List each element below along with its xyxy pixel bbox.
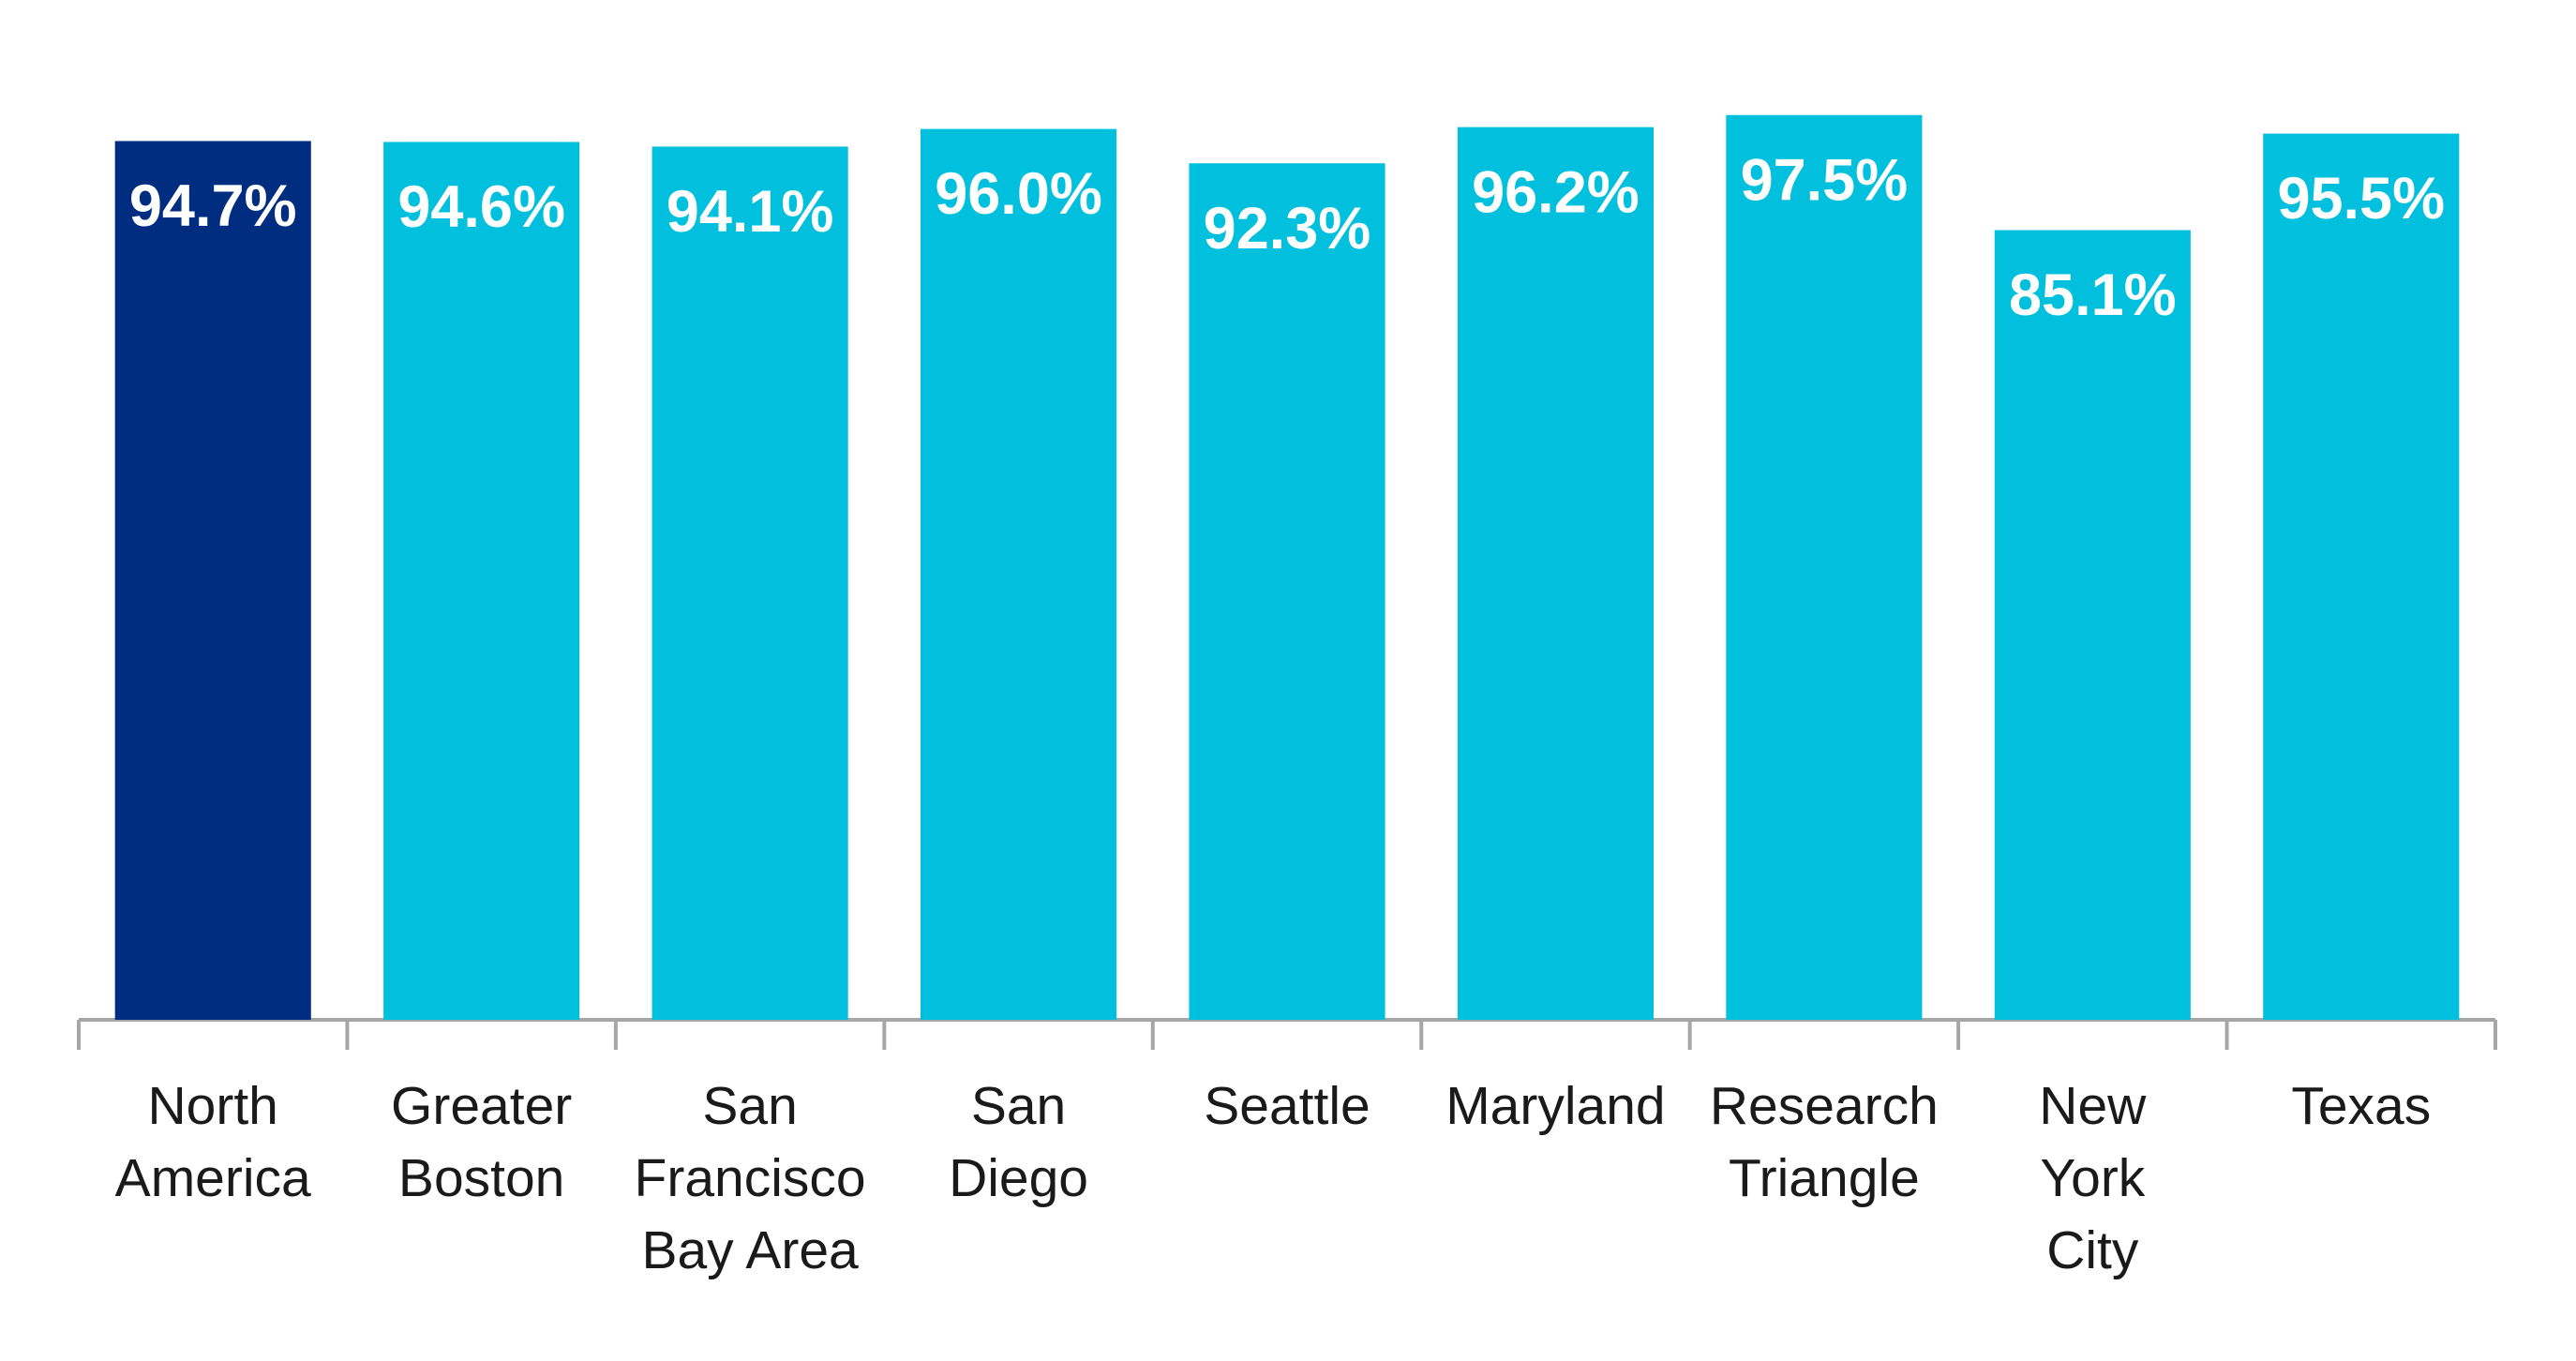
bar (921, 128, 1117, 1021)
value-label: 96.2% (1472, 159, 1640, 225)
x-tick-label: Greater Boston (391, 1076, 573, 1208)
bar (114, 141, 311, 1021)
value-label: 96.0% (935, 161, 1102, 227)
value-label: 97.5% (1741, 147, 1909, 213)
bar (1994, 230, 2191, 1020)
bar (383, 142, 580, 1020)
bar (1726, 114, 1923, 1020)
x-tick-label: Texas (2291, 1076, 2432, 1136)
x-tick-label: Research Triangle (1709, 1076, 1939, 1208)
x-tick-label: North America (114, 1076, 311, 1208)
x-tick-label: San Diego (949, 1076, 1089, 1208)
x-tick-label: San Francisco Bay Area (634, 1076, 866, 1280)
value-label: 92.3% (1204, 196, 1371, 262)
value-label: 94.1% (666, 179, 834, 245)
value-label: 94.6% (397, 174, 565, 240)
x-tick-label: New York City (2039, 1076, 2147, 1280)
value-label: 95.5% (2277, 166, 2445, 232)
x-tick-label: Seattle (1204, 1076, 1370, 1136)
x-tick-label: Maryland (1445, 1076, 1666, 1136)
bar (2263, 133, 2460, 1021)
bar (1189, 163, 1385, 1021)
bar (651, 146, 848, 1020)
bar (1457, 127, 1654, 1020)
value-label: 94.7% (129, 173, 297, 239)
value-label: 85.1% (2009, 262, 2177, 328)
